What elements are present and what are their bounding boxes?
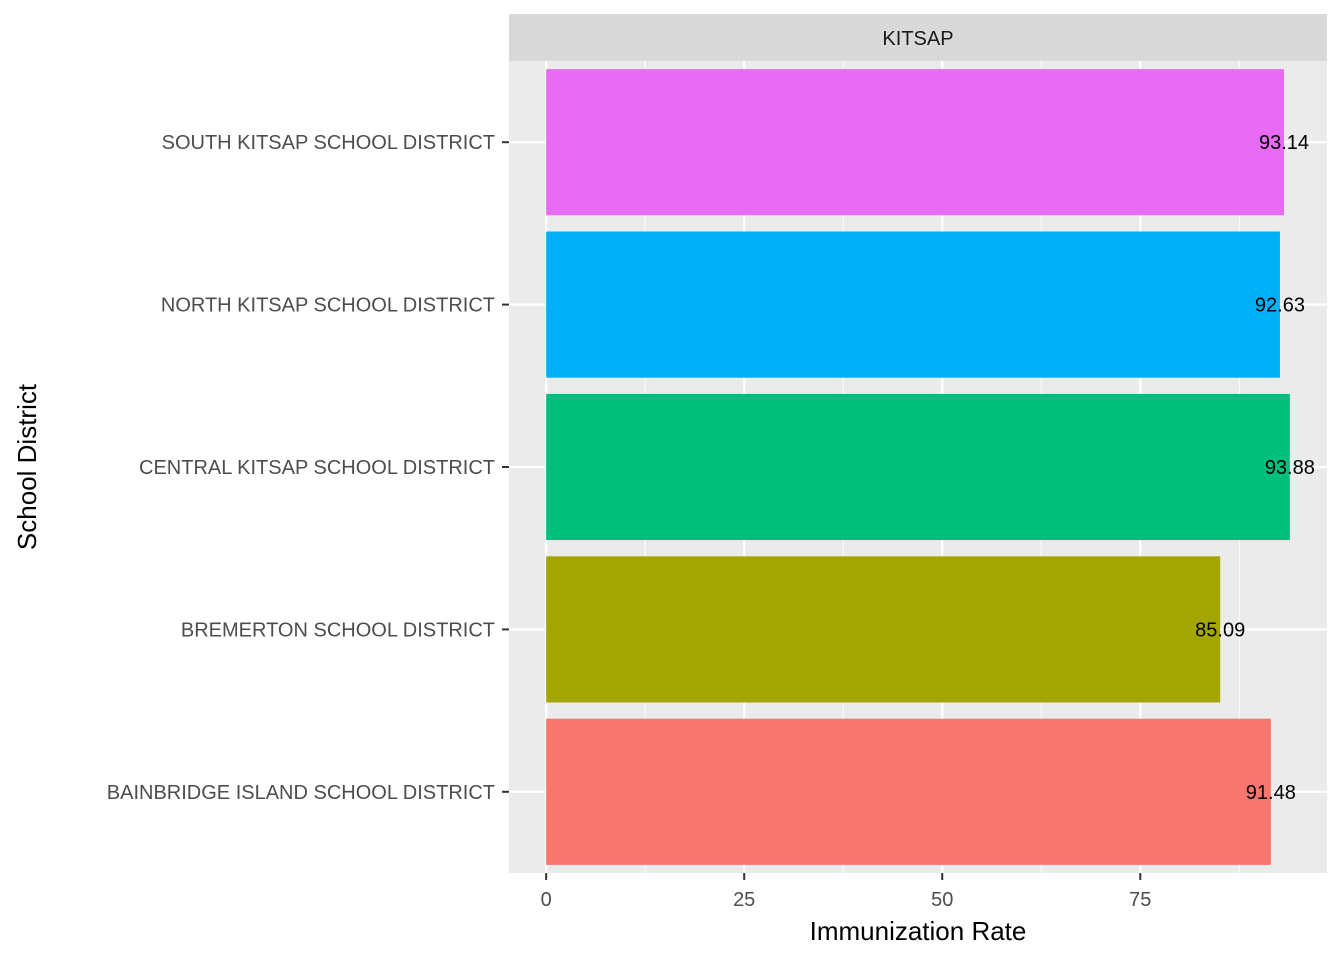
- bars: [546, 69, 1290, 865]
- facet-strip-label: KITSAP: [882, 28, 953, 50]
- bar: [546, 231, 1280, 378]
- data-labels: 91.48 85.09 93.88 92.63 93.14: [1195, 132, 1315, 804]
- data-label: 91.48: [1246, 782, 1296, 804]
- data-label: 92.63: [1255, 295, 1305, 317]
- x-axis-title: Immunization Rate: [810, 916, 1027, 946]
- y-axis-title: School District: [12, 383, 42, 550]
- x-axis: 0 25 50 75: [541, 873, 1151, 911]
- bar: [546, 69, 1284, 216]
- data-label: 85.09: [1195, 619, 1245, 641]
- bar: [546, 718, 1271, 865]
- facet-strip: [509, 14, 1327, 61]
- x-tick-label: 75: [1129, 889, 1151, 911]
- y-tick-label: NORTH KITSAP SCHOOL DISTRICT: [161, 295, 495, 317]
- x-tick-label: 25: [733, 889, 755, 911]
- x-tick-label: 50: [931, 889, 953, 911]
- x-tick-label: 0: [541, 889, 552, 911]
- bar: [546, 393, 1290, 541]
- y-tick-label: BREMERTON SCHOOL DISTRICT: [181, 619, 495, 641]
- y-tick-label: BAINBRIDGE ISLAND SCHOOL DISTRICT: [107, 782, 495, 804]
- bar: [546, 556, 1221, 703]
- y-tick-label: SOUTH KITSAP SCHOOL DISTRICT: [162, 132, 495, 154]
- y-axis: BAINBRIDGE ISLAND SCHOOL DISTRICT BREMERT…: [107, 132, 509, 804]
- y-tick-label: CENTRAL KITSAP SCHOOL DISTRICT: [139, 457, 495, 479]
- data-label: 93.88: [1265, 457, 1315, 479]
- data-label: 93.14: [1259, 132, 1309, 154]
